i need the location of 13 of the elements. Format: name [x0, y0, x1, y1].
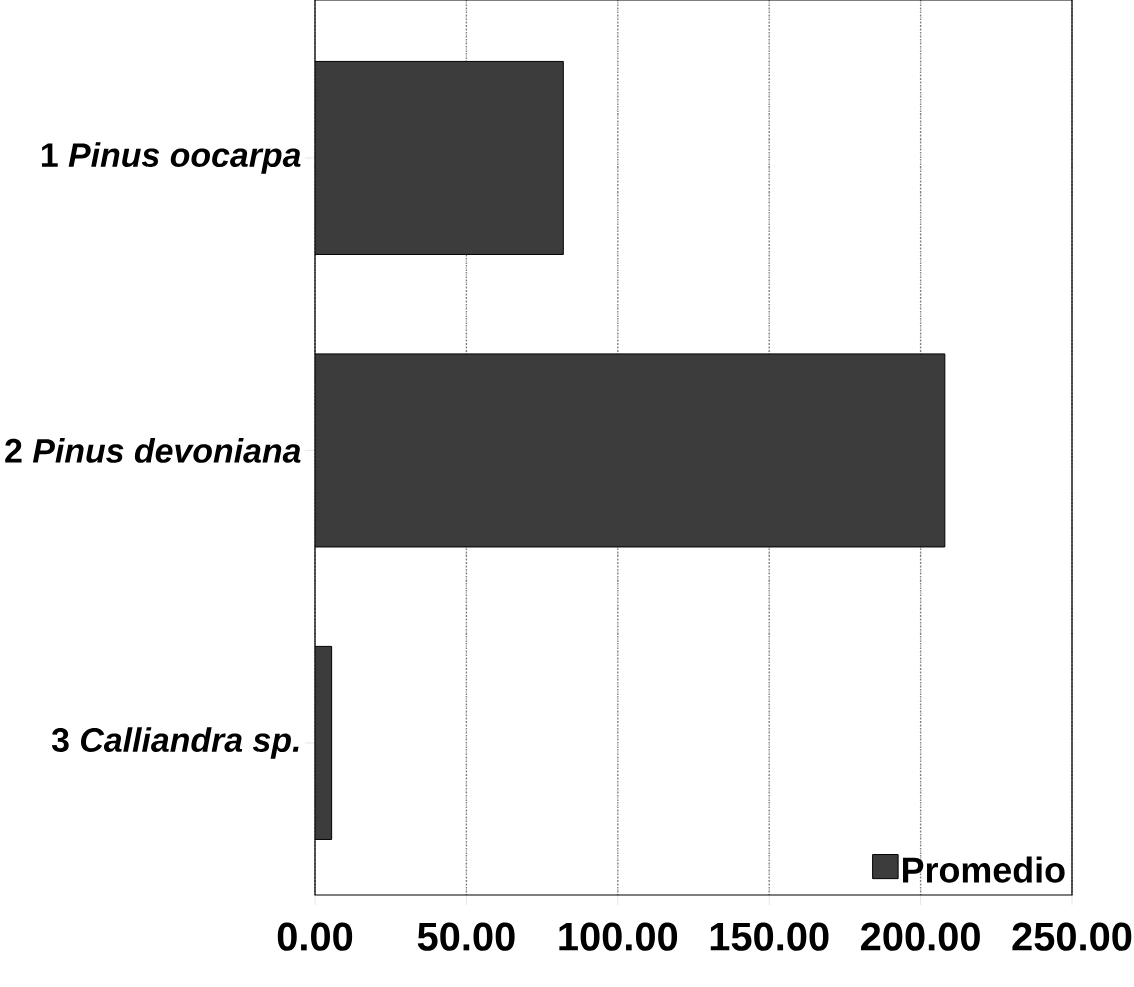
- x-tick-label: 200.00: [861, 922, 980, 951]
- bar: [315, 353, 946, 548]
- y-tick-label: 1 Pinus oocarpa: [41, 142, 301, 174]
- bar: [315, 60, 564, 255]
- x-tick-label: 100.00: [559, 922, 678, 951]
- x-tick-label: 150.00: [710, 922, 829, 951]
- y-tick-label: 2 Pinus devoniana: [5, 437, 301, 463]
- x-tick-label: 250.00: [1012, 922, 1132, 951]
- bar: [315, 645, 333, 840]
- x-tick-label: 50.00: [417, 922, 515, 951]
- legend-label: Promedio: [903, 856, 1065, 883]
- y-tick-label: 3 Calliandra sp.: [51, 727, 299, 759]
- x-tick-label: 0.00: [277, 922, 353, 951]
